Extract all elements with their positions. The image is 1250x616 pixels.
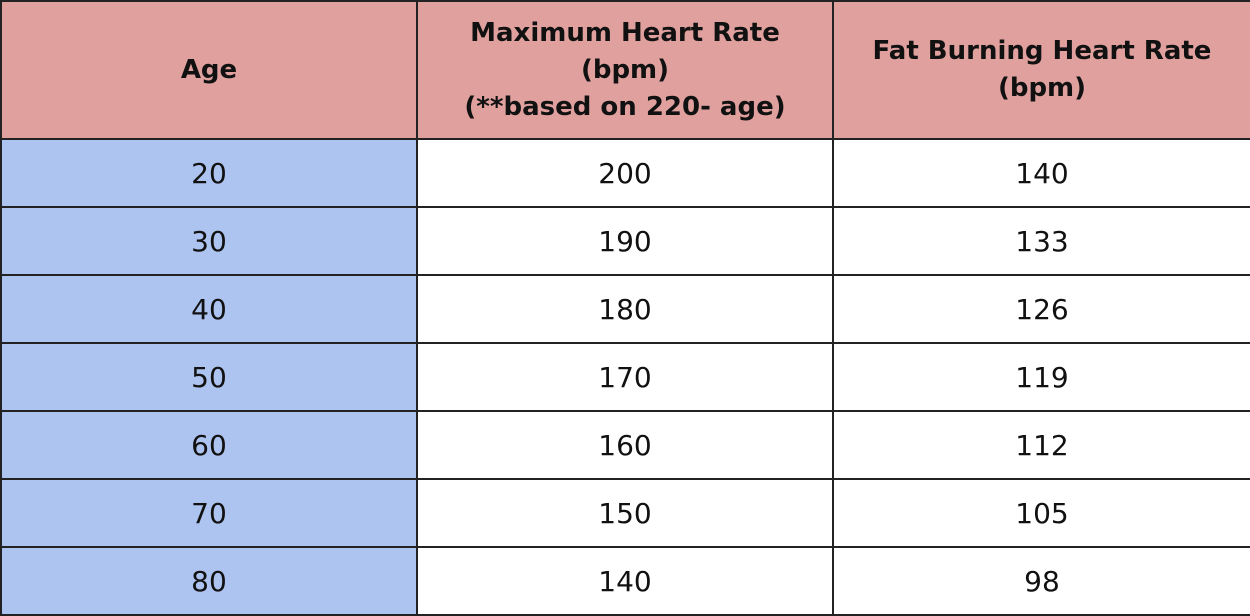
age-cell: 20 xyxy=(0,138,418,208)
table-row: 30 190 133 xyxy=(0,206,1250,276)
value-cell: 98 xyxy=(832,546,1250,616)
age-cell: 60 xyxy=(0,410,418,480)
age-cell: 80 xyxy=(0,546,418,616)
table-row: 50 170 119 xyxy=(0,342,1250,412)
age-cell: 50 xyxy=(0,342,418,412)
header-cell: Maximum Heart Rate (bpm) (**based on 220- … xyxy=(416,0,834,140)
value-cell: 150 xyxy=(416,478,834,548)
table-header: Age Maximum Heart Rate (bpm) (**based on 22… xyxy=(0,0,1250,140)
value-cell: 119 xyxy=(832,342,1250,412)
value-cell: 180 xyxy=(416,274,834,344)
header-text: Age xyxy=(180,54,238,85)
header-text: Fat Burning Heart Rate xyxy=(872,36,1212,66)
header-row: Age Maximum Heart Rate (bpm) (**based on 22… xyxy=(0,0,1250,140)
value-cell: 170 xyxy=(416,342,834,412)
table-row: 20 200 140 xyxy=(0,138,1250,208)
value-cell: 112 xyxy=(832,410,1250,480)
value-cell: 190 xyxy=(416,206,834,276)
header-text: Maximum Heart Rate xyxy=(470,17,780,48)
value-cell: 200 xyxy=(416,138,834,208)
age-cell: 70 xyxy=(0,478,418,548)
header-cell: Fat Burning Heart Rate (bpm) xyxy=(832,0,1250,140)
table-row: 80 140 98 xyxy=(0,546,1250,616)
value-cell: 160 xyxy=(416,410,834,480)
value-cell: 133 xyxy=(832,206,1250,276)
value-cell: 140 xyxy=(832,138,1250,208)
table-row: 70 150 105 xyxy=(0,478,1250,548)
age-cell: 30 xyxy=(0,206,418,276)
table-row: 60 160 112 xyxy=(0,410,1250,480)
header-text: (bpm) xyxy=(997,73,1087,103)
table-row: 40 180 126 xyxy=(0,274,1250,344)
value-cell: 140 xyxy=(416,546,834,616)
table-body: 20 200 140 30 190 133 40 180 126 50 170 119 60 160 112… xyxy=(0,138,1250,616)
header-cell: Age xyxy=(0,0,418,140)
header-text: (**based on 220- age) xyxy=(464,91,786,122)
value-cell: 126 xyxy=(832,274,1250,344)
value-cell: 105 xyxy=(832,478,1250,548)
header-text: (bpm) xyxy=(580,54,670,85)
age-cell: 40 xyxy=(0,274,418,344)
